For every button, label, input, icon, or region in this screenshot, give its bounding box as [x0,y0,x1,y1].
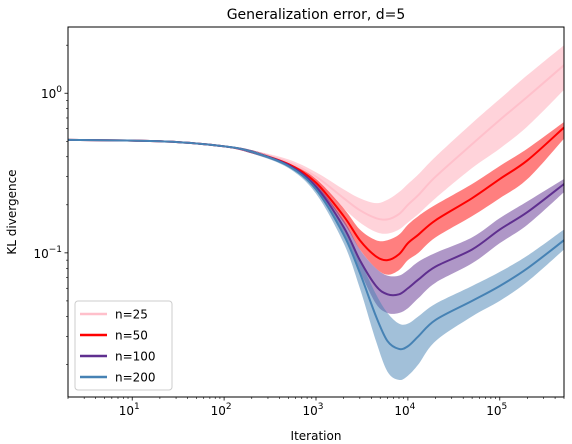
confidence-bands [68,45,564,381]
x-tick-label: 101 [119,402,140,418]
y-axis-label: KL divergence [5,169,19,254]
line-n-100 [68,138,564,297]
chart-title: Generalization error, d=5 [227,7,406,23]
series-lines [68,64,564,351]
legend-box [74,300,173,391]
legend-label-n-50: n=50 [115,329,148,343]
y-tick-label: 100 [41,85,62,101]
band-n-50 [68,122,564,275]
y-axis-ticks: 10−1 100 [33,44,68,365]
legend-label-n-100: n=100 [115,350,156,364]
band-n-200 [68,139,564,381]
band-n-25 [68,45,564,234]
x-tick-label: 102 [211,402,232,418]
x-tick-label: 105 [486,402,507,418]
legend-label-n-25: n=25 [115,308,148,322]
x-axis-label: Iteration [291,429,342,443]
legend: n=25 n=50 n=100 n=200 [74,300,173,391]
legend-label-n-200: n=200 [115,371,156,385]
x-tick-label: 104 [394,402,415,418]
x-axis-ticks: 101 102 103 104 105 [67,397,565,418]
y-tick-label: 10−1 [33,245,62,261]
band-n-100 [68,139,564,314]
line-n-200 [68,138,564,351]
x-tick-label: 103 [302,402,323,418]
